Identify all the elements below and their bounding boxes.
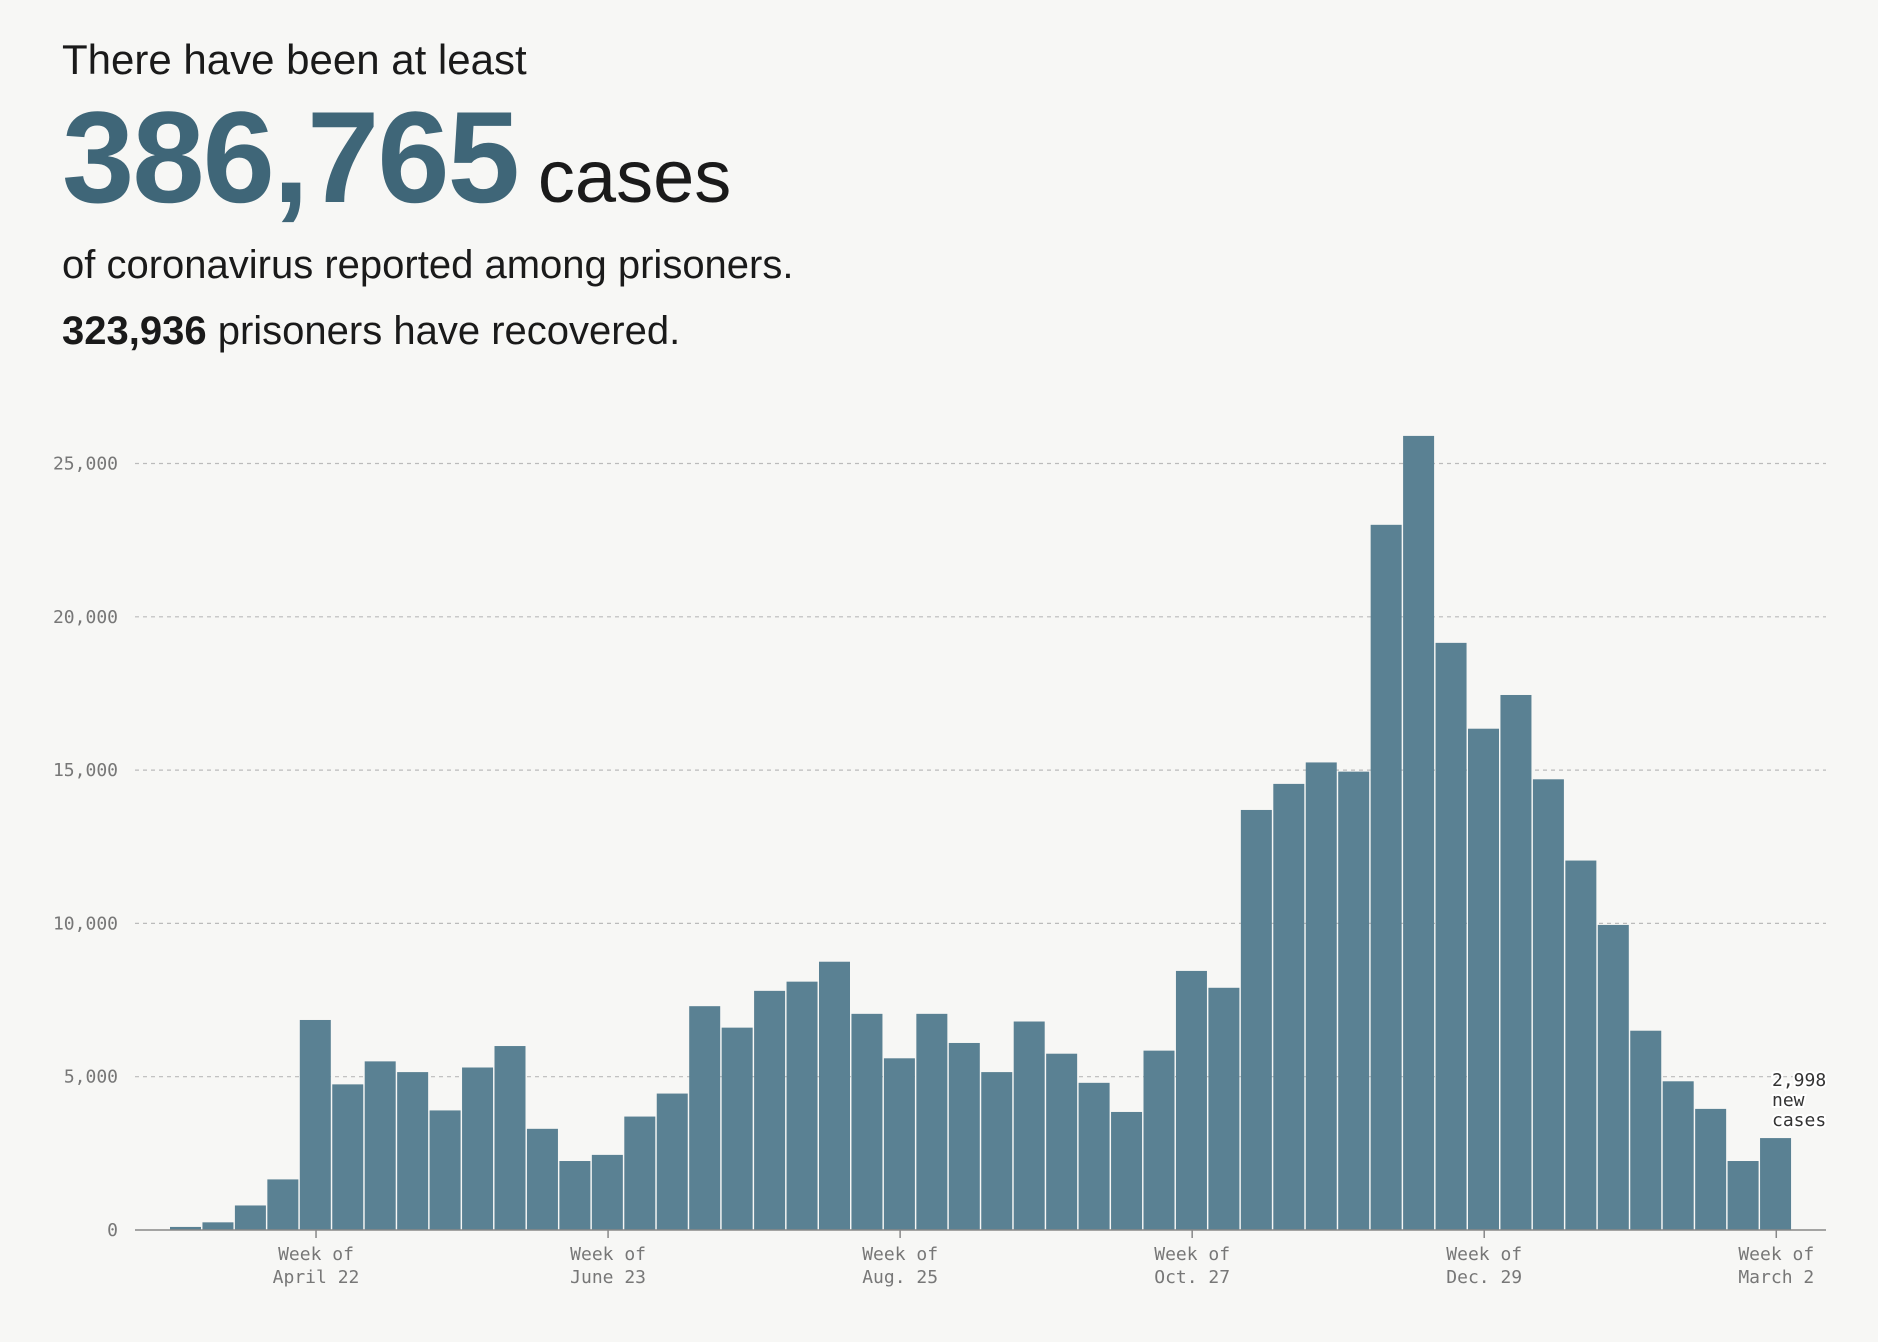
bar <box>397 1072 429 1230</box>
bar <box>1565 860 1597 1230</box>
total-cases-unit: cases <box>537 135 732 218</box>
bar <box>689 1006 721 1230</box>
y-tick-label: 5,000 <box>64 1067 118 1088</box>
y-tick-label: 20,000 <box>53 607 118 628</box>
x-tick-label-line1: Week of <box>570 1244 646 1265</box>
total-cases-number: 386,765 <box>62 84 520 230</box>
bar <box>1727 1161 1759 1230</box>
bar <box>1273 783 1305 1230</box>
x-tick-label-line2: April 22 <box>273 1267 360 1288</box>
bar <box>267 1179 299 1230</box>
bar <box>1305 762 1337 1230</box>
x-tick-label-line2: Dec. 29 <box>1446 1267 1522 1288</box>
bar <box>948 1042 980 1230</box>
bar <box>1695 1108 1727 1230</box>
x-tick-label-line1: Week of <box>1738 1244 1814 1265</box>
bar <box>364 1061 396 1230</box>
bar <box>883 1058 915 1230</box>
recovered-text: prisoners have recovered. <box>217 309 681 353</box>
bar <box>591 1154 623 1230</box>
bar <box>1532 779 1564 1230</box>
bar <box>721 1027 753 1230</box>
annotation-line: new <box>1772 1090 1805 1111</box>
bar <box>1662 1081 1694 1230</box>
bar <box>1403 435 1435 1230</box>
y-tick-label: 0 <box>107 1220 118 1241</box>
x-tick-label-line1: Week of <box>1446 1244 1522 1265</box>
bar <box>754 990 786 1230</box>
x-tick-label-line1: Week of <box>1154 1244 1230 1265</box>
bar <box>234 1205 266 1230</box>
bar <box>1143 1050 1175 1230</box>
headline-subline: of coronavirus reported among prisoners. <box>62 243 794 287</box>
x-tick-label-line2: March 2 <box>1738 1267 1814 1288</box>
bar <box>1111 1111 1143 1230</box>
bar <box>819 961 850 1230</box>
bar <box>1046 1053 1078 1230</box>
bar <box>299 1019 331 1230</box>
bar <box>1435 642 1467 1230</box>
y-tick-label: 25,000 <box>53 454 118 475</box>
y-tick-label: 15,000 <box>53 760 118 781</box>
bar <box>1370 524 1402 1230</box>
annotation-line: 2,998 <box>1772 1070 1826 1091</box>
headline: There have been at least 386,765 cases o… <box>62 30 793 356</box>
x-tick-label-line2: June 23 <box>570 1267 646 1288</box>
bar <box>462 1067 494 1230</box>
x-tick-label-line2: Aug. 25 <box>862 1267 938 1288</box>
recovered-line: 323,936 prisoners have recovered. <box>62 306 793 356</box>
bar <box>494 1046 526 1230</box>
annotation-line: cases <box>1772 1110 1826 1131</box>
bar <box>786 981 818 1230</box>
bar <box>916 1013 948 1230</box>
total-cases-row: 386,765 cases <box>62 92 793 222</box>
bar <box>1240 809 1272 1230</box>
bar <box>1468 728 1499 1230</box>
y-tick-label: 10,000 <box>53 913 118 934</box>
bar <box>656 1093 688 1230</box>
bar <box>1208 987 1240 1230</box>
bar <box>1630 1030 1662 1230</box>
x-tick-label-line1: Week of <box>278 1244 354 1265</box>
bar <box>1013 1021 1045 1230</box>
bar <box>429 1110 461 1230</box>
bar <box>526 1128 558 1230</box>
bar <box>332 1084 364 1230</box>
bar <box>559 1161 591 1230</box>
bar <box>981 1072 1013 1230</box>
bar <box>1078 1082 1110 1230</box>
bar <box>1175 970 1207 1230</box>
x-tick-label-line2: Oct. 27 <box>1154 1267 1230 1288</box>
bar <box>1760 1138 1792 1230</box>
headline-intro: There have been at least <box>62 36 527 83</box>
bar <box>851 1013 883 1230</box>
bar <box>1500 694 1532 1230</box>
bar <box>202 1222 234 1230</box>
bar <box>1338 771 1370 1230</box>
bar <box>1597 924 1629 1230</box>
bar <box>624 1116 656 1230</box>
x-tick-label-line1: Week of <box>862 1244 938 1265</box>
recovered-number: 323,936 <box>62 309 207 353</box>
bar <box>170 1226 201 1230</box>
